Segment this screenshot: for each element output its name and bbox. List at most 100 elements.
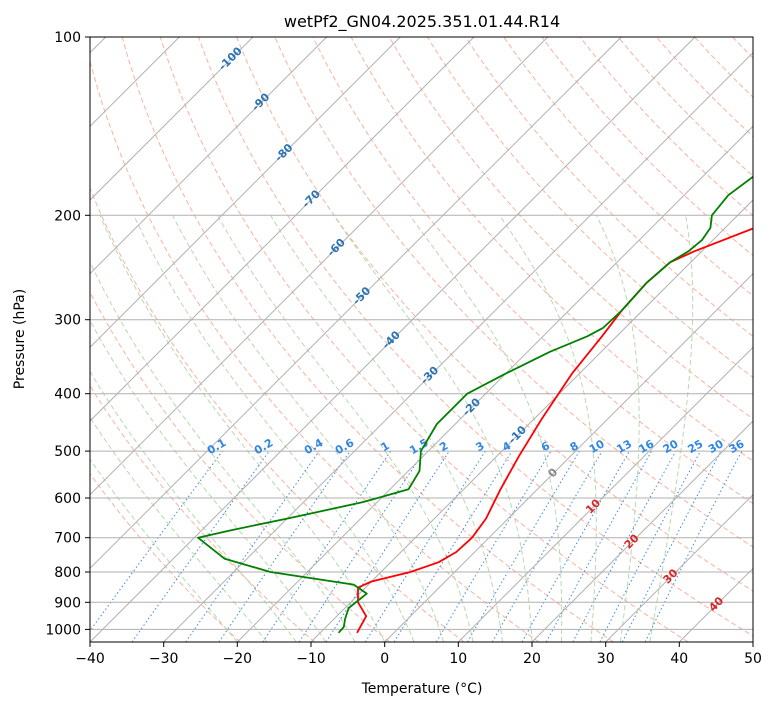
moist-adiabat-line bbox=[90, 370, 297, 642]
moist-adiabat-line bbox=[499, 215, 597, 642]
plot-frame bbox=[89, 36, 754, 643]
y-axis: 1000 900 800 700 600 500 400 300 200 100 bbox=[45, 30, 90, 638]
x-tick-label: 0 bbox=[380, 651, 389, 667]
dry-adiabat-line bbox=[388, 37, 753, 420]
isotherm-line bbox=[163, 51, 753, 642]
dry-adiabat-line bbox=[732, 37, 753, 59]
mixing-ratio-line bbox=[218, 450, 351, 642]
y-tick-label: 800 bbox=[54, 565, 81, 581]
dry-adiabat-line bbox=[350, 37, 753, 462]
mixing-ratio-label: 16 bbox=[636, 437, 656, 456]
dry-adiabat-line bbox=[90, 186, 465, 642]
dry-adiabat-line bbox=[694, 37, 753, 98]
grid-lines bbox=[90, 37, 753, 642]
x-tick-label: −30 bbox=[149, 651, 179, 667]
dry-adiabat-line bbox=[274, 37, 753, 548]
isotherm-line bbox=[90, 37, 254, 201]
isotherm-line bbox=[90, 37, 475, 422]
mixing-ratio-line bbox=[491, 450, 603, 642]
x-tick-label: −20 bbox=[223, 651, 253, 667]
isotherm-line bbox=[90, 37, 622, 570]
dry-adiabat-line bbox=[426, 37, 753, 378]
moist-adiabat-line bbox=[90, 319, 327, 642]
moist-adiabat-line bbox=[90, 416, 268, 642]
moist-adiabat-line bbox=[270, 215, 503, 642]
dry-adiabat-line bbox=[236, 37, 753, 592]
isotherm-line bbox=[90, 37, 696, 642]
mixing-ratio-label: 0.6 bbox=[333, 436, 357, 457]
x-tick-label: 20 bbox=[523, 651, 541, 667]
profile-series bbox=[197, 175, 753, 634]
isotherm-line bbox=[236, 125, 753, 642]
isotherm-line bbox=[90, 37, 328, 275]
dry-adiabat-line bbox=[771, 37, 775, 642]
mixing-ratio-line bbox=[325, 450, 450, 642]
mixing-ratio-line bbox=[131, 450, 270, 642]
dry-adiabat-line bbox=[656, 37, 753, 138]
dry-adiabat-line bbox=[541, 37, 753, 257]
moist-adiabat-line bbox=[90, 458, 238, 642]
dry-adiabat-line bbox=[90, 291, 390, 642]
dry-adiabat-line bbox=[503, 37, 753, 297]
mixing-ratio-label: 0.1 bbox=[205, 436, 228, 457]
mixing-ratio-line bbox=[298, 450, 425, 642]
dry-adiabat-line bbox=[159, 37, 689, 642]
mixing-ratio-line bbox=[521, 450, 630, 642]
y-tick-label: 1000 bbox=[45, 622, 81, 638]
moist-adiabat-line bbox=[596, 215, 640, 642]
moist-adiabat-line bbox=[649, 215, 694, 642]
y-tick-label: 700 bbox=[54, 531, 81, 547]
mixing-ratio-label: 2 bbox=[437, 439, 450, 454]
x-tick-label: −10 bbox=[296, 651, 326, 667]
dry-adiabat-line bbox=[312, 37, 753, 505]
y-tick-label: 600 bbox=[54, 491, 81, 507]
moist-adiabat-line bbox=[172, 215, 445, 642]
mixing-ratio-line bbox=[364, 450, 486, 642]
isotherm-line bbox=[531, 420, 753, 642]
x-axis: −40 −30 −20 −10 0 10 20 30 40 50 bbox=[75, 642, 762, 667]
isotherm-label: -60 bbox=[325, 236, 348, 259]
y-tick-label: 500 bbox=[54, 444, 81, 460]
mixing-ratio-line bbox=[435, 450, 552, 642]
y-tick-label: 100 bbox=[54, 30, 81, 46]
mixing-ratio-line bbox=[393, 450, 513, 642]
dry-adiabat-line bbox=[90, 59, 540, 642]
dry-adiabat-line bbox=[465, 37, 753, 337]
temperature-profile-line bbox=[356, 227, 753, 634]
isotherm-line bbox=[678, 567, 753, 642]
isotherm-line bbox=[457, 346, 753, 642]
isotherm-line bbox=[90, 37, 401, 349]
x-tick-label: −40 bbox=[75, 651, 105, 667]
x-tick-label: 50 bbox=[744, 651, 762, 667]
mixing-ratio-label: 36 bbox=[727, 437, 747, 456]
y-tick-label: 900 bbox=[54, 595, 81, 611]
mixing-ratio-line bbox=[467, 450, 580, 642]
x-tick-label: 40 bbox=[670, 651, 688, 667]
background-lines bbox=[90, 37, 775, 642]
moist-adiabat-line bbox=[99, 215, 386, 642]
isotherm-line bbox=[310, 199, 753, 642]
dry-adiabat-line bbox=[121, 37, 614, 642]
dewpoint-profile-line bbox=[197, 175, 753, 634]
moist-adiabat-line bbox=[409, 215, 563, 642]
mixing-ratio-label: 6 bbox=[539, 439, 552, 454]
y-tick-label: 400 bbox=[54, 387, 81, 403]
moist-adiabat-line bbox=[90, 260, 356, 642]
isotherm-line bbox=[752, 641, 753, 642]
mixing-ratio-line bbox=[185, 450, 320, 642]
chart-title: wetPf2_GN04.2025.351.01.44.R14 bbox=[284, 12, 560, 32]
x-tick-label: 30 bbox=[597, 651, 615, 667]
isotherm-line bbox=[384, 272, 753, 642]
dry-adiabat-line bbox=[579, 37, 753, 217]
y-axis-label: Pressure (hPa) bbox=[12, 289, 28, 389]
mixing-ratio-label: 25 bbox=[685, 437, 705, 456]
mixing-ratio-label: 0.2 bbox=[252, 436, 275, 457]
dry-adiabat-line bbox=[90, 384, 316, 642]
mixing-ratio-label: 20 bbox=[661, 437, 681, 456]
mixing-ratio-label: 13 bbox=[614, 437, 634, 456]
dry-adiabat-line bbox=[90, 472, 241, 642]
y-tick-label: 300 bbox=[54, 313, 81, 329]
x-axis-label: Temperature (°C) bbox=[361, 681, 483, 697]
y-tick-label: 200 bbox=[54, 208, 81, 224]
